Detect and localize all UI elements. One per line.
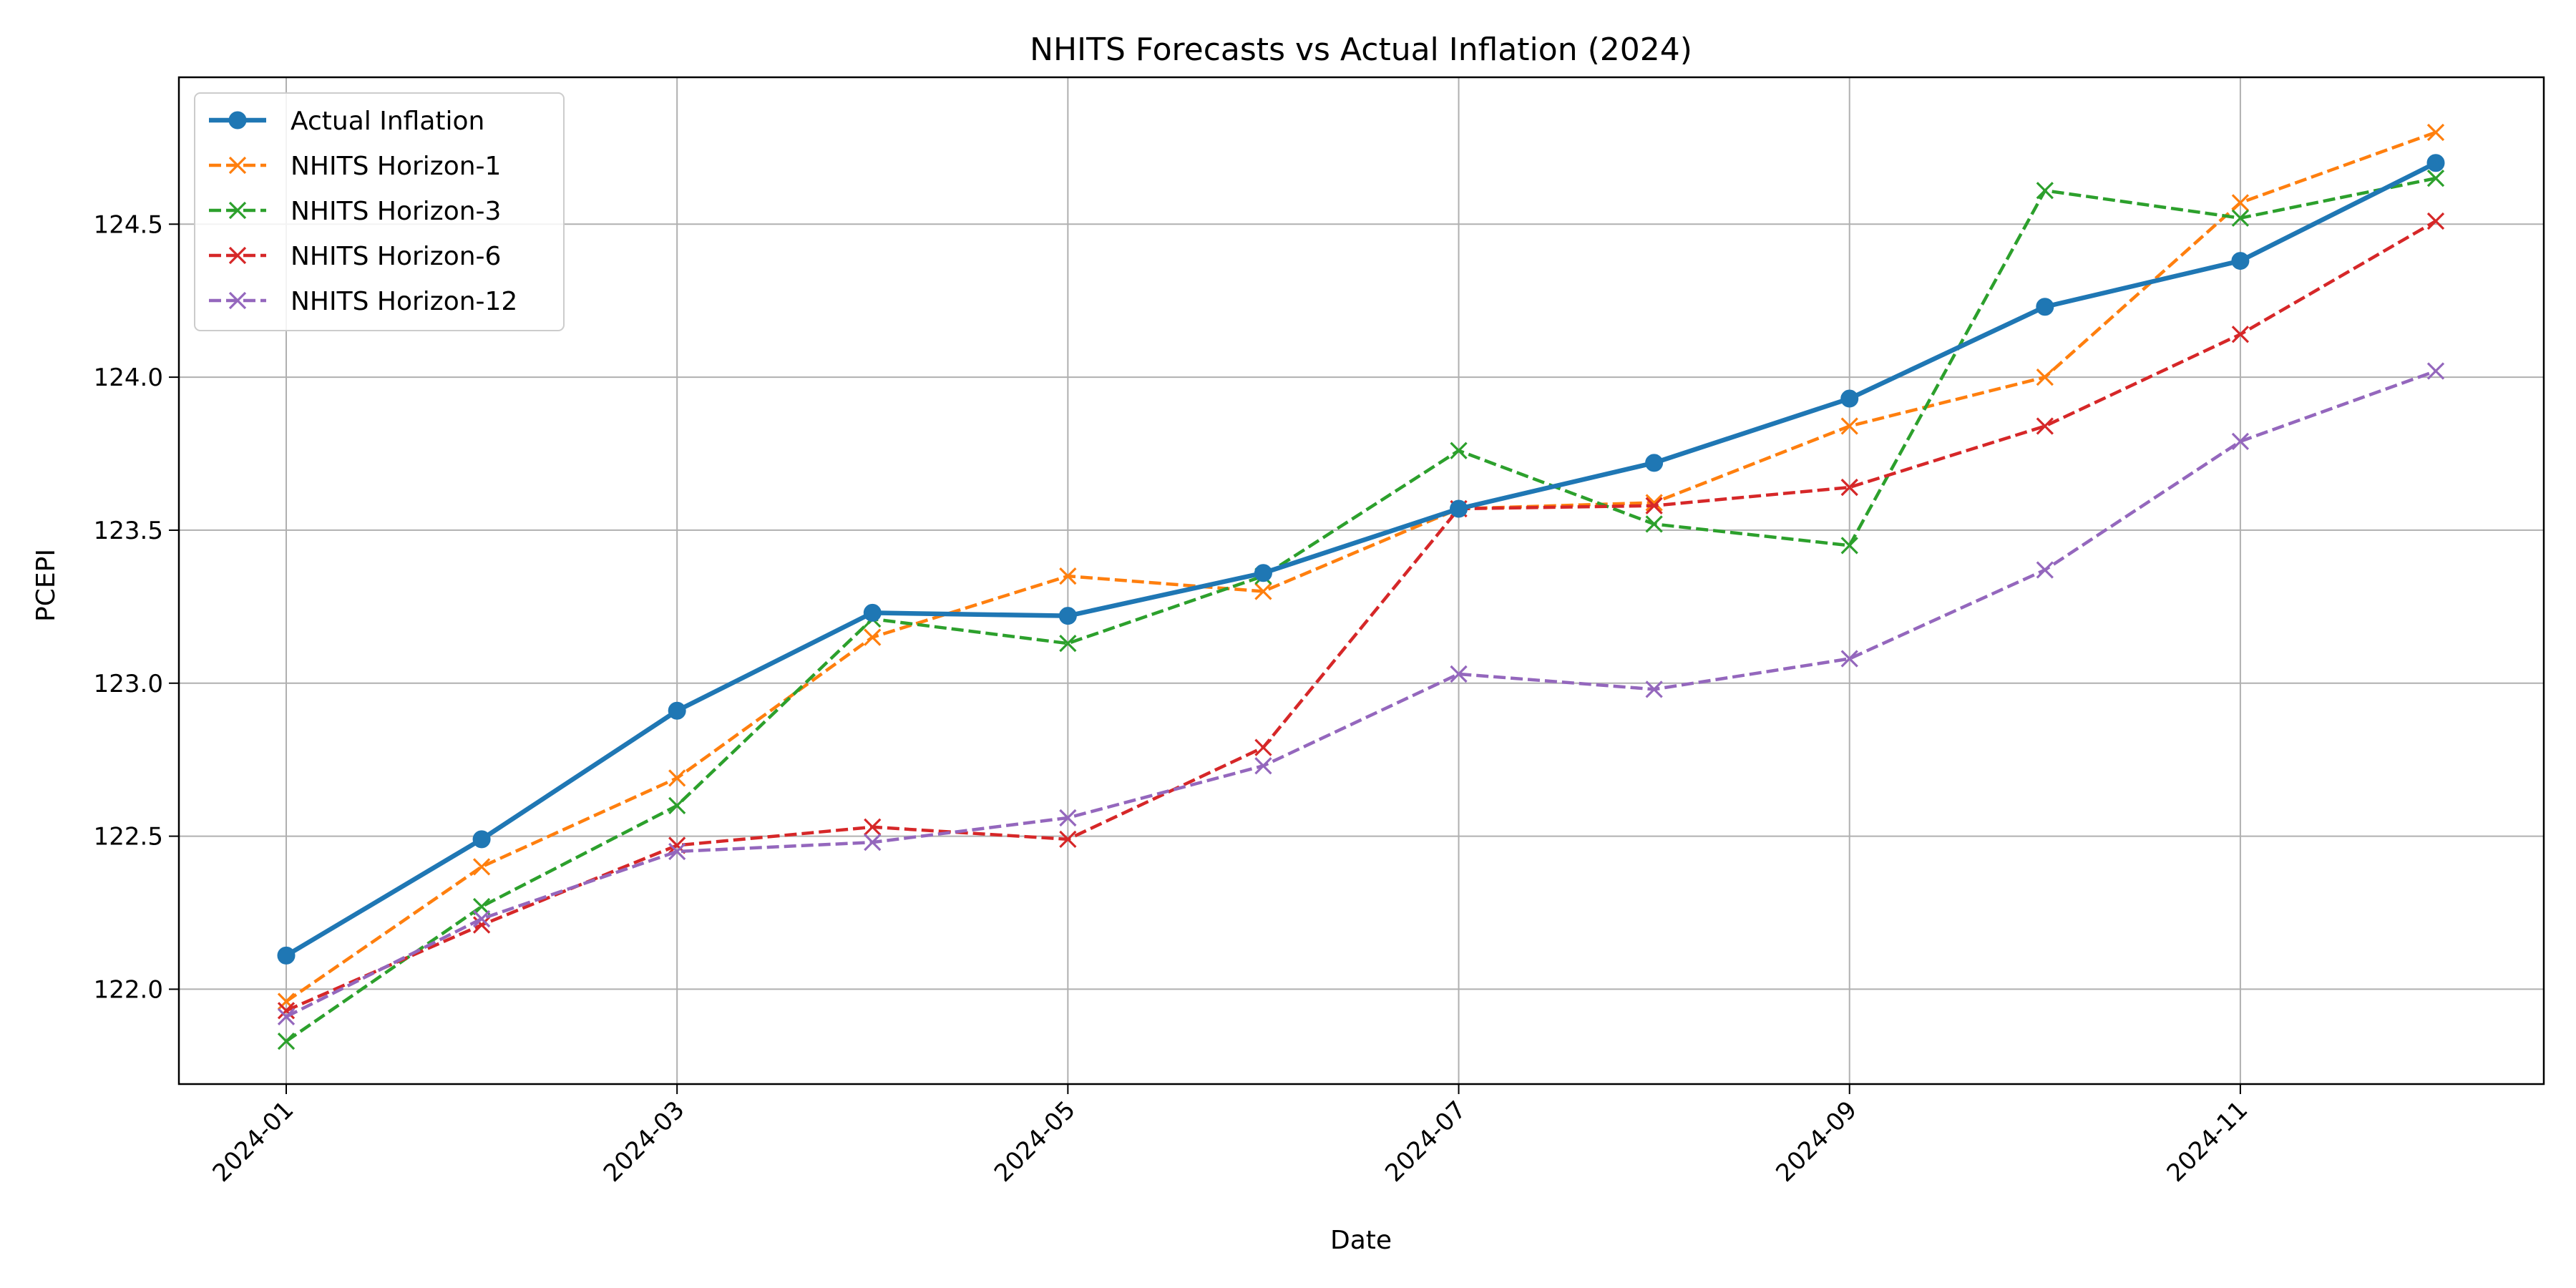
data-point-nhits-horizon-1: [2231, 194, 2250, 212]
data-point-nhits-horizon-6: [1059, 830, 1077, 849]
data-point-nhits-horizon-6: [2036, 417, 2054, 435]
y-tick-label: 122.5: [94, 823, 163, 852]
data-point-nhits-horizon-6: [1840, 478, 1858, 497]
data-point-actual-inflation: [2036, 298, 2054, 316]
legend-label-nhits-horizon-12: NHITS Horizon-12: [291, 287, 517, 316]
series-line-nhits-horizon-6: [286, 220, 2437, 1013]
data-point-nhits-horizon-1: [472, 858, 491, 876]
data-point-nhits-horizon-1: [1059, 567, 1077, 585]
legend-label-actual-inflation: Actual Inflation: [291, 107, 484, 136]
y-tick-label: 124.0: [94, 364, 163, 392]
data-point-nhits-horizon-1: [668, 769, 686, 787]
legend-marker-nhits-horizon-12: [228, 291, 247, 310]
data-point-nhits-horizon-1: [2036, 368, 2054, 386]
data-point-actual-inflation: [1645, 454, 1664, 472]
data-point-nhits-horizon-6: [1254, 738, 1272, 756]
data-point-actual-inflation: [1058, 607, 1077, 625]
data-point-nhits-horizon-12: [1645, 680, 1663, 698]
data-point-nhits-horizon-6: [1645, 497, 1663, 514]
chart-title: NHITS Forecasts vs Actual Inflation (202…: [1030, 31, 1692, 68]
data-point-nhits-horizon-12: [1450, 665, 1468, 683]
series-line-actual-inflation: [285, 160, 2437, 958]
y-tick-label: 123.5: [94, 517, 163, 545]
data-point-nhits-horizon-12: [472, 909, 491, 928]
data-point-nhits-horizon-1: [1254, 582, 1272, 600]
data-point-nhits-horizon-12: [1059, 809, 1077, 827]
data-point-actual-inflation: [1254, 564, 1272, 582]
data-point-nhits-horizon-12: [864, 834, 882, 852]
data-point-nhits-horizon-6: [864, 818, 882, 836]
data-point-nhits-horizon-3: [277, 1032, 296, 1050]
data-point-nhits-horizon-3: [472, 897, 491, 916]
data-point-nhits-horizon-1: [1840, 417, 1858, 435]
data-point-nhits-horizon-3: [668, 796, 686, 814]
data-point-nhits-horizon-12: [1840, 650, 1858, 668]
data-point-actual-inflation: [2231, 252, 2250, 270]
data-point-actual-inflation: [472, 830, 491, 849]
series-line-nhits-horizon-3: [285, 176, 2436, 1043]
series-nhits-horizon-12: [277, 362, 2445, 1026]
series-line-nhits-horizon-1: [285, 130, 2436, 1003]
data-point-nhits-horizon-3: [2231, 209, 2250, 227]
legend: Actual Inflation NHITS Horizon-1 NHITS Hor…: [194, 92, 565, 331]
data-point-nhits-horizon-12: [2231, 432, 2250, 451]
data-point-nhits-horizon-3: [2426, 169, 2445, 187]
y-tick-label: 123.0: [94, 670, 163, 698]
data-point-nhits-horizon-12: [668, 842, 686, 861]
plot-frame: [177, 76, 2545, 1085]
data-point-nhits-horizon-1: [2426, 123, 2445, 142]
data-point-nhits-horizon-3: [1450, 441, 1468, 459]
y-tick-label: 124.5: [94, 210, 163, 239]
data-point-nhits-horizon-6: [2231, 326, 2250, 343]
legend-marker-nhits-horizon-1: [228, 156, 247, 175]
data-point-actual-inflation: [668, 701, 686, 720]
data-point-nhits-horizon-3: [2036, 182, 2054, 200]
series-layer: [277, 123, 2445, 1050]
data-point-nhits-horizon-3: [1645, 515, 1663, 533]
data-point-nhits-horizon-1: [864, 628, 882, 646]
data-point-actual-inflation: [2426, 154, 2445, 172]
series-actual-inflation: [277, 154, 2445, 965]
data-point-nhits-horizon-12: [2036, 561, 2054, 579]
data-point-actual-inflation: [1450, 499, 1468, 518]
data-point-actual-inflation: [277, 946, 296, 965]
x-axis-title: Date: [1330, 1226, 1392, 1255]
data-point-nhits-horizon-3: [1840, 537, 1858, 555]
data-point-nhits-horizon-12: [2426, 362, 2445, 380]
data-point-nhits-horizon-3: [1059, 635, 1077, 653]
legend-label-nhits-horizon-1: NHITS Horizon-1: [291, 152, 501, 181]
legend-marker-actual-inflation: [228, 111, 247, 130]
legend-label-nhits-horizon-3: NHITS Horizon-3: [291, 197, 501, 226]
legend-marker-nhits-horizon-3: [228, 201, 247, 220]
legend-label-nhits-horizon-6: NHITS Horizon-6: [291, 242, 501, 271]
data-point-actual-inflation: [863, 603, 882, 622]
y-tick-label: 122.0: [94, 975, 163, 1004]
legend-box: [194, 92, 565, 331]
data-point-nhits-horizon-12: [1254, 757, 1272, 775]
data-point-nhits-horizon-1: [1645, 494, 1663, 512]
y-axis-title: PCEPI: [31, 549, 61, 622]
series-nhits-horizon-6: [277, 212, 2445, 1020]
legend-marker-nhits-horizon-6: [228, 246, 247, 265]
data-point-actual-inflation: [1840, 389, 1859, 408]
data-point-nhits-horizon-12: [277, 1008, 296, 1026]
data-point-nhits-horizon-6: [2426, 212, 2445, 230]
series-line-nhits-horizon-12: [285, 369, 2436, 1018]
